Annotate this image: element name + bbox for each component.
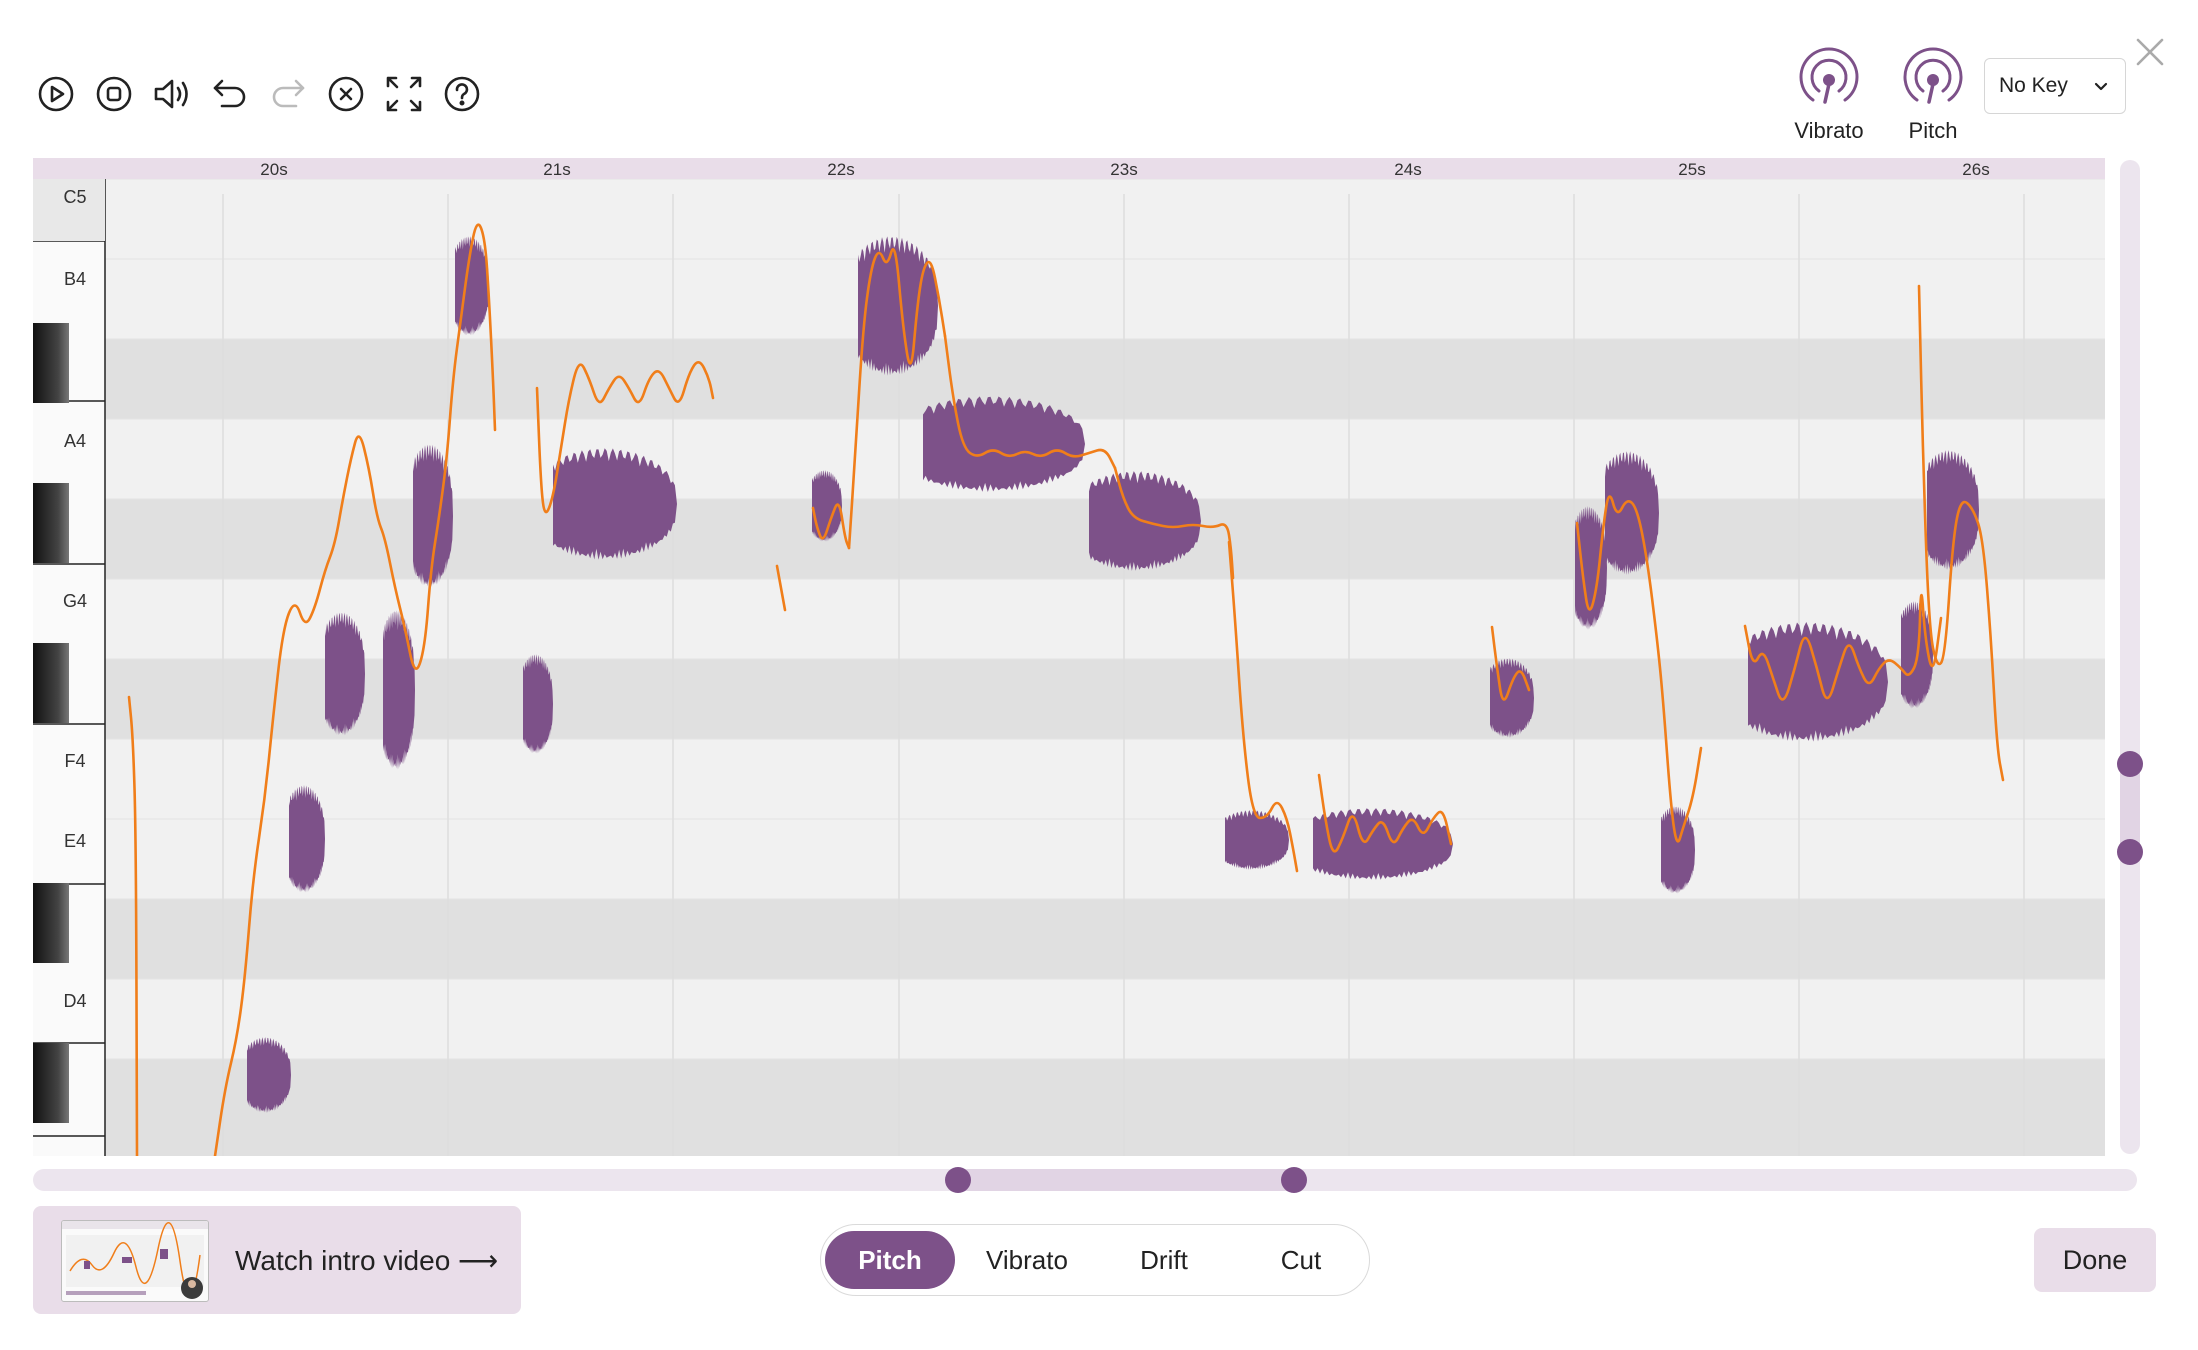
- pitch-curve[interactable]: [775, 564, 787, 612]
- pitch-curve[interactable]: [535, 361, 715, 514]
- black-key: [33, 883, 69, 963]
- waveform-segment: [1927, 450, 1979, 570]
- key-c5-highlight: [33, 179, 105, 241]
- note-label: A4: [64, 431, 86, 451]
- mode-tabs: Pitch Vibrato Drift Cut: [820, 1224, 1370, 1296]
- pitch-curve[interactable]: [943, 334, 1117, 470]
- waveform-segment: [1225, 810, 1289, 870]
- vibrato-button[interactable]: Vibrato: [1774, 44, 1884, 144]
- time-label: 22s: [827, 160, 854, 179]
- waveform-segment: [289, 785, 325, 893]
- pitch-curve[interactable]: [1227, 540, 1299, 873]
- redo-icon[interactable]: [264, 70, 312, 118]
- black-key: [33, 1043, 69, 1123]
- note-row-sharp: [105, 1059, 2105, 1156]
- note-label: E4: [64, 831, 86, 851]
- time-ruler[interactable]: [33, 158, 2105, 179]
- pitch-editor[interactable]: 20s 21s 22s 23s 24s 25s 26s C5 B4 A4 G4 F4 E4 D4: [33, 158, 2105, 1156]
- waveform-segment: [247, 1037, 291, 1113]
- waveform-segment: [553, 448, 677, 560]
- pitch-curve[interactable]: [1743, 594, 1943, 701]
- pitch-curve[interactable]: [811, 503, 851, 550]
- close-icon[interactable]: [2128, 30, 2172, 74]
- horizontal-zoom-handle-right[interactable]: [1281, 1167, 1307, 1193]
- black-key: [33, 323, 69, 403]
- chevron-down-icon: [2094, 82, 2108, 91]
- horizontal-scrollbar[interactable]: [33, 1167, 2137, 1193]
- done-button[interactable]: Done: [2034, 1228, 2156, 1292]
- note-label: G4: [63, 591, 87, 611]
- intro-video-label: Watch intro video ⟶: [235, 1245, 499, 1276]
- time-label: 25s: [1678, 160, 1705, 179]
- vibrato-icon: [1799, 47, 1859, 104]
- black-key: [33, 483, 69, 563]
- pitch-curve[interactable]: [1575, 495, 1703, 843]
- black-key: [33, 643, 69, 723]
- pitch-curve[interactable]: [1917, 284, 2005, 782]
- tab-vibrato[interactable]: Vibrato: [986, 1244, 1068, 1275]
- note-label: B4: [64, 269, 86, 289]
- pitch-label: Pitch: [1908, 118, 1958, 143]
- pitch-curve[interactable]: [847, 247, 947, 550]
- clear-icon[interactable]: [322, 70, 370, 118]
- pitch-curve[interactable]: [213, 223, 497, 1156]
- waveform-segment: [455, 236, 489, 336]
- horizontal-zoom-range: [958, 1169, 1294, 1191]
- note-label: D4: [63, 991, 86, 1011]
- pitch-curve[interactable]: [1113, 466, 1235, 580]
- key-select-value: No Key: [1999, 74, 2068, 97]
- volume-icon[interactable]: [148, 70, 196, 118]
- intro-video-thumbnail: [61, 1220, 209, 1302]
- pitch-button[interactable]: Pitch: [1878, 44, 1988, 144]
- pitch-curve[interactable]: [1317, 773, 1453, 853]
- time-label: 23s: [1110, 160, 1137, 179]
- vertical-scrollbar[interactable]: [2117, 160, 2143, 1154]
- note-label: C5: [63, 187, 86, 207]
- waveform-segment: [1605, 451, 1659, 575]
- vertical-zoom-range: [2120, 764, 2140, 852]
- pitch-curve[interactable]: [127, 695, 139, 1156]
- waveform-segment: [1661, 806, 1695, 894]
- fullscreen-icon[interactable]: [380, 70, 428, 118]
- note-label: F4: [64, 751, 85, 771]
- play-icon[interactable]: [32, 70, 80, 118]
- time-label: 26s: [1962, 160, 1989, 179]
- help-icon[interactable]: [438, 70, 486, 118]
- horizontal-zoom-handle-left[interactable]: [945, 1167, 971, 1193]
- waveform-segment: [325, 612, 365, 736]
- vertical-zoom-handle-top[interactable]: [2117, 751, 2143, 777]
- waveform-segment: [858, 236, 938, 376]
- waveform-segment: [812, 470, 842, 542]
- watch-intro-video-button[interactable]: Watch intro video ⟶: [33, 1206, 521, 1314]
- waveform-segment: [523, 654, 553, 754]
- stop-icon[interactable]: [90, 70, 138, 118]
- tab-drift[interactable]: Drift: [1140, 1244, 1188, 1275]
- time-label: 21s: [543, 160, 570, 179]
- waveform-segment: [1490, 658, 1534, 738]
- tab-cut[interactable]: Cut: [1280, 1244, 1322, 1275]
- undo-icon[interactable]: [206, 70, 254, 118]
- waveform-segment: [1575, 506, 1607, 630]
- waveform-segment: [383, 610, 415, 770]
- tab-pitch[interactable]: Pitch: [825, 1231, 955, 1289]
- key-select[interactable]: No Key: [1984, 58, 2126, 114]
- vertical-zoom-handle-bottom[interactable]: [2117, 839, 2143, 865]
- pitch-curve[interactable]: [1490, 625, 1531, 701]
- time-label: 24s: [1394, 160, 1421, 179]
- time-label: 20s: [260, 160, 287, 179]
- pitch-icon: [1903, 47, 1963, 104]
- note-row-sharp: [105, 899, 2105, 979]
- note-row-sharp: [105, 339, 2105, 419]
- waveform-segment: [923, 396, 1085, 492]
- vibrato-label: Vibrato: [1794, 118, 1864, 143]
